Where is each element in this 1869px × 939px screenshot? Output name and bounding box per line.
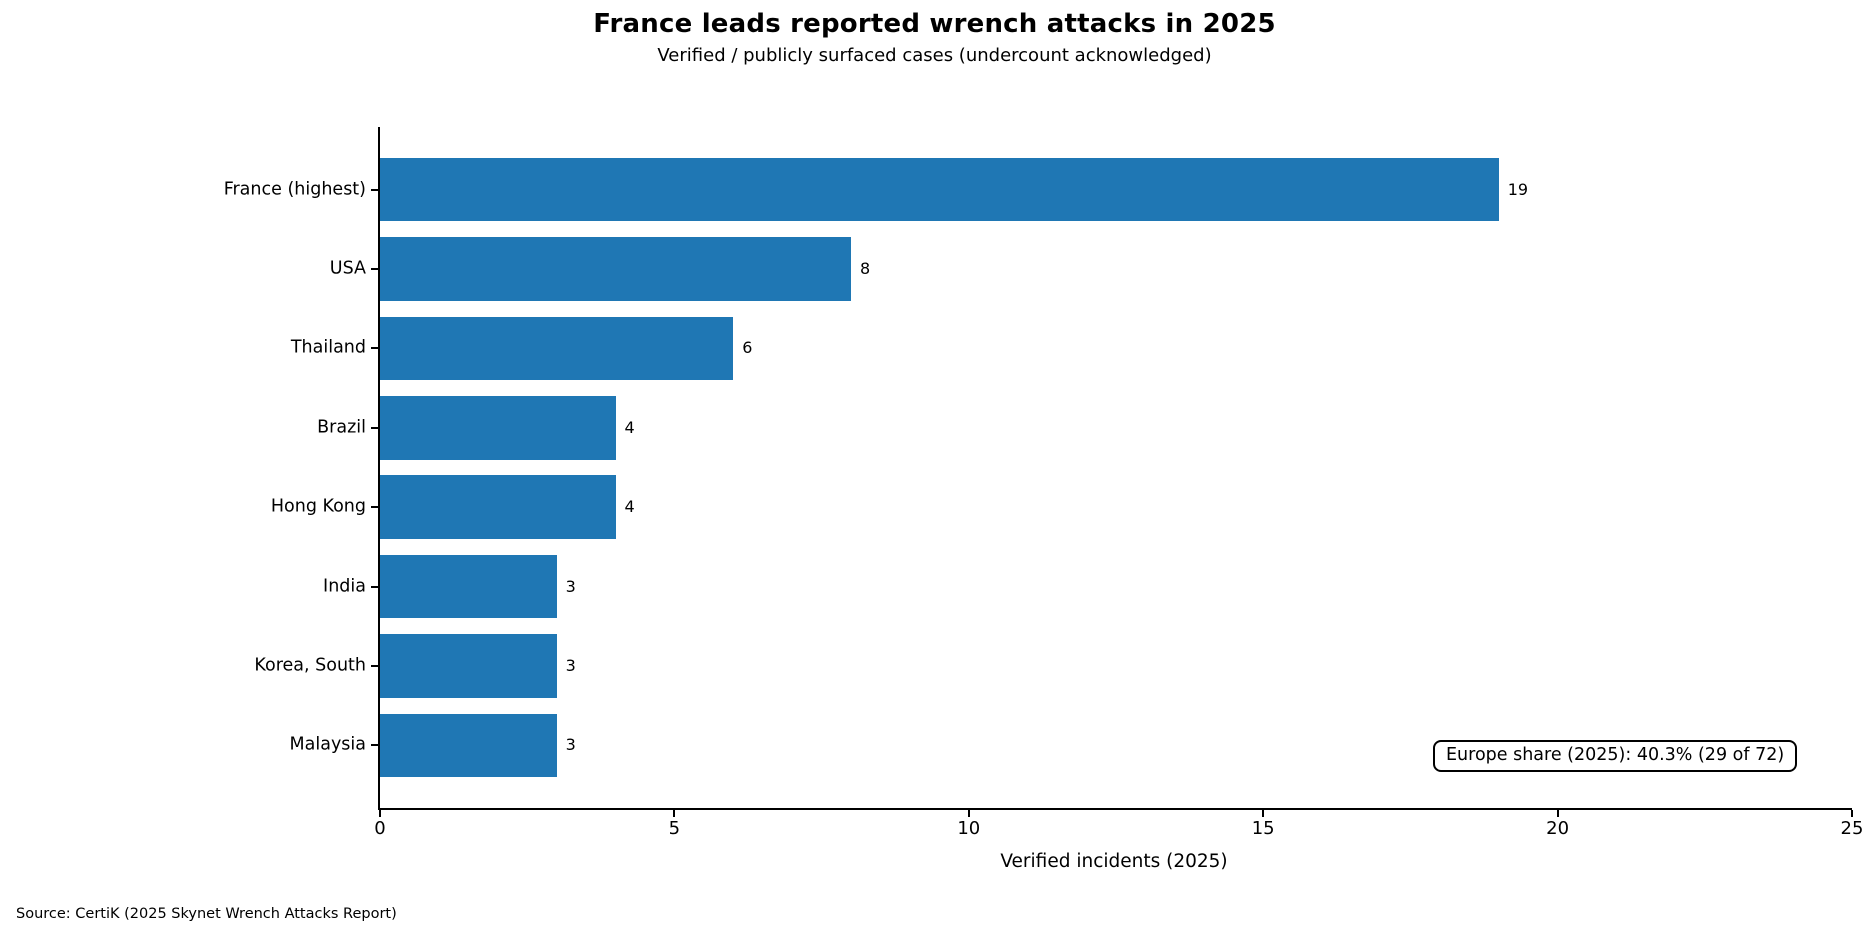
chart-title: France leads reported wrench attacks in … xyxy=(593,9,1276,39)
bar-korea-south xyxy=(380,634,557,698)
x-tick-label: 0 xyxy=(374,818,386,839)
bar-value-label: 4 xyxy=(624,417,635,437)
y-axis-category-label: Malaysia xyxy=(289,734,366,755)
x-tick-label: 5 xyxy=(668,818,681,839)
y-tick-mark xyxy=(371,268,378,271)
bar-value-label: 3 xyxy=(565,735,576,755)
x-tick-mark xyxy=(1556,810,1559,817)
x-tick-mark xyxy=(379,810,381,817)
bar-india xyxy=(380,554,557,619)
bar-value-label: 3 xyxy=(565,655,576,675)
y-axis-category-label: Brazil xyxy=(317,417,366,438)
x-tick-mark xyxy=(967,810,970,817)
bar-thailand xyxy=(380,316,734,381)
y-tick-mark xyxy=(371,347,378,350)
bar-value-label: 8 xyxy=(860,259,871,279)
y-axis-category-label: Hong Kong xyxy=(270,496,366,517)
y-tick-mark xyxy=(371,426,378,429)
y-axis-category-label: France (highest) xyxy=(223,178,366,199)
bar-value-label: 19 xyxy=(1507,179,1529,199)
x-axis-label: Verified incidents (2025) xyxy=(1000,851,1228,872)
source-note: Source: CertiK (2025 Skynet Wrench Attac… xyxy=(16,906,397,922)
bar-usa xyxy=(380,237,852,301)
y-axis-category-label: Thailand xyxy=(290,337,366,358)
chart-subtitle: Verified / publicly surfaced cases (unde… xyxy=(657,45,1212,66)
x-tick-mark xyxy=(673,810,676,817)
y-tick-mark xyxy=(371,506,378,509)
bar-brazil xyxy=(380,396,616,460)
x-tick-label: 20 xyxy=(1546,818,1570,839)
bar-value-label: 4 xyxy=(624,497,635,517)
x-tick-label: 25 xyxy=(1840,818,1864,839)
bar-hong-kong xyxy=(380,475,616,539)
y-tick-mark xyxy=(371,664,378,667)
x-tick-label: 15 xyxy=(1251,818,1275,839)
y-axis-category-label: Korea, South xyxy=(254,655,366,676)
bar-malaysia xyxy=(380,713,557,778)
bar-france-highest xyxy=(380,157,1499,222)
x-tick-label: 10 xyxy=(957,818,981,839)
plot-area: 19 France (highest) 8 USA 6 Thailand 4 Brazil 4 H… xyxy=(224,127,1863,838)
bar-value-label: 6 xyxy=(742,338,753,358)
y-axis-category-label: India xyxy=(323,575,366,596)
y-axis-category-label: USA xyxy=(329,258,366,279)
y-tick-mark xyxy=(371,188,378,191)
x-tick-mark xyxy=(1262,810,1265,817)
bar-value-label: 3 xyxy=(565,576,576,596)
annotation-box: Europe share (2025): 40.3% (29 of 72) xyxy=(1433,740,1798,772)
y-tick-mark xyxy=(371,585,378,588)
y-tick-mark xyxy=(371,744,378,747)
x-tick-mark xyxy=(1851,810,1853,817)
